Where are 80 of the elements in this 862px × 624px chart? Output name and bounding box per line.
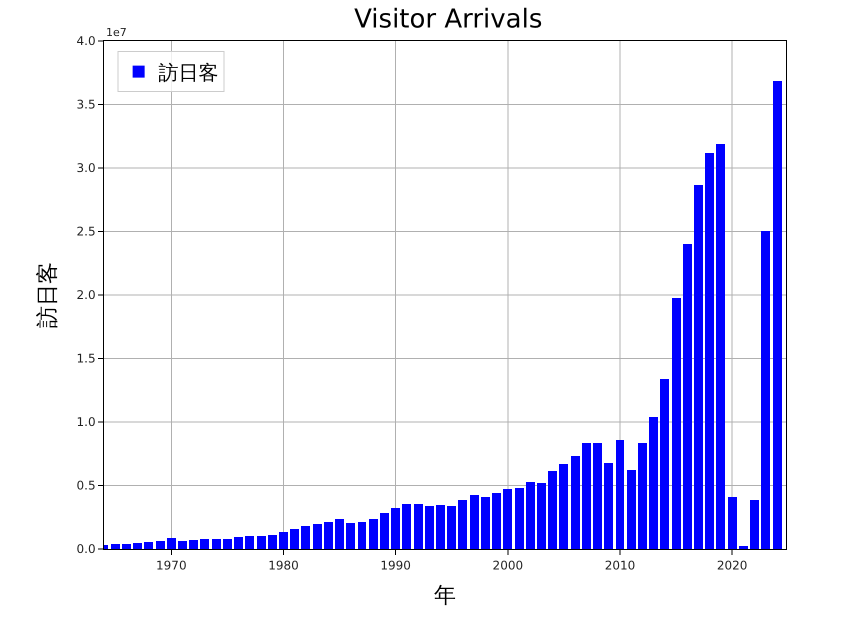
bar [660, 379, 669, 549]
legend-label: 訪日客 [158, 60, 219, 84]
bar [593, 443, 602, 549]
x-tick-label: 2000 [492, 558, 524, 572]
bar [279, 532, 288, 549]
chart-title: Visitor Arrivals [354, 4, 542, 35]
bar [773, 81, 782, 549]
y-tick-label: 0.5 [76, 478, 96, 493]
bar [436, 505, 445, 549]
bar [414, 504, 423, 549]
x-tick-label: 1980 [268, 558, 299, 572]
y-axis-title: 訪日客 [35, 262, 60, 328]
bar [301, 526, 310, 549]
bar [672, 298, 681, 549]
text: 1e7 [106, 26, 127, 39]
bar [705, 153, 714, 549]
bar [627, 470, 636, 549]
bar [391, 508, 400, 549]
bar [257, 536, 266, 549]
bar [582, 443, 591, 549]
bar [189, 540, 198, 549]
bar [144, 542, 153, 549]
bar [728, 497, 737, 549]
bar [616, 440, 624, 549]
bar [358, 522, 366, 549]
y-tick-label: 3.5 [76, 98, 96, 112]
y-tick-label: 0.0 [76, 542, 96, 556]
bar [212, 539, 221, 549]
bar [750, 500, 759, 549]
bar [425, 506, 434, 549]
bar [290, 529, 299, 549]
bar [223, 539, 232, 549]
bar [683, 244, 692, 549]
x-axis-title: 年 [434, 583, 456, 608]
bar [694, 185, 703, 549]
bar [716, 144, 725, 549]
bar [402, 504, 411, 549]
bar [335, 519, 344, 549]
x-tick-label: 1970 [156, 558, 187, 572]
x-tick-label: 1990 [380, 558, 411, 572]
bar [470, 495, 479, 549]
bar [380, 513, 389, 549]
bar [503, 489, 512, 549]
bar [111, 544, 120, 549]
y-tick-label: 2.5 [76, 224, 96, 239]
bar [492, 493, 501, 549]
y-tick-label: 4.0 [76, 34, 96, 48]
bar [526, 482, 535, 549]
bar [122, 544, 131, 549]
y-tick-label: 2.0 [76, 288, 96, 302]
bar [739, 546, 748, 549]
bar [537, 483, 546, 549]
x-tick-label: 2020 [716, 558, 748, 572]
bar [200, 539, 209, 549]
bar [133, 543, 142, 549]
bar [761, 231, 770, 549]
bar [571, 456, 580, 549]
bar [324, 522, 333, 549]
bar [178, 541, 187, 549]
bar [604, 463, 613, 549]
bar [313, 524, 322, 549]
bar [481, 497, 490, 549]
bar [346, 523, 355, 549]
bar [245, 536, 254, 549]
bar [369, 519, 378, 549]
y-tick-label: 3.0 [76, 161, 96, 176]
bar [156, 541, 165, 549]
bar [548, 471, 557, 549]
bar [167, 538, 176, 549]
bar [447, 506, 456, 549]
bar [649, 417, 658, 549]
bar [638, 443, 647, 549]
x-tick-label: 2010 [604, 558, 636, 572]
y-tick-label: 1.0 [76, 415, 96, 430]
bar [268, 535, 277, 549]
bar [559, 464, 568, 549]
bar [234, 537, 243, 549]
bar [515, 488, 524, 549]
bar [458, 500, 467, 549]
y-tick-label: 1.5 [76, 352, 96, 366]
